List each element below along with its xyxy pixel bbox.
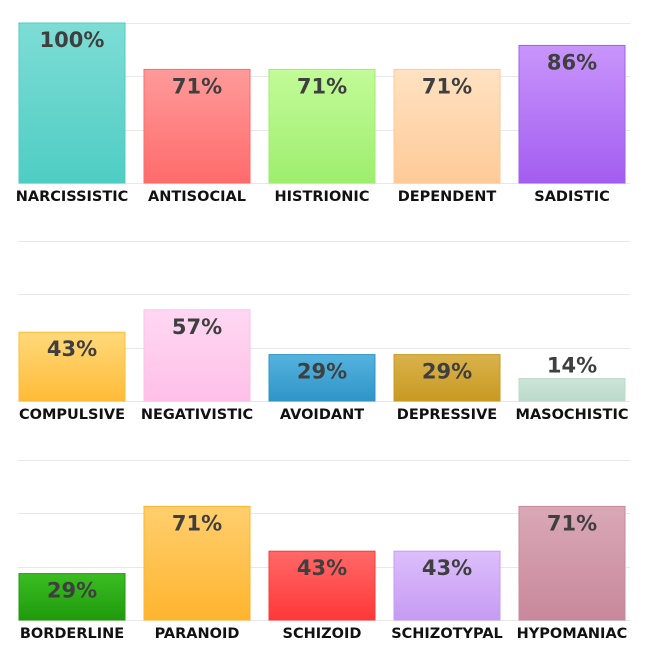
bar xyxy=(143,505,251,621)
bar xyxy=(518,378,626,402)
category-label: NARCISSISTIC xyxy=(16,189,129,205)
bar-panel: 100% NARCISSISTIC 71% ANTISOCIAL 71% HISTRION… xyxy=(16,22,630,205)
bar xyxy=(393,354,501,402)
bar xyxy=(518,44,626,184)
bar-value-label: 71% xyxy=(297,74,347,98)
bar xyxy=(393,550,501,621)
bar xyxy=(143,68,251,184)
bar xyxy=(18,331,126,402)
bar xyxy=(268,68,376,184)
category-label: BORDERLINE xyxy=(20,626,124,642)
bar-value-label: 71% xyxy=(422,74,472,98)
category-label: COMPULSIVE xyxy=(19,407,125,423)
bar-value-label: 57% xyxy=(172,315,222,339)
bar-value-label: 71% xyxy=(172,511,222,535)
category-label: HYPOMANIAC xyxy=(517,626,628,642)
bar xyxy=(18,22,126,184)
bar xyxy=(393,68,501,184)
category-label: MASOCHISTIC xyxy=(516,407,629,423)
category-label: NEGATIVISTIC xyxy=(141,407,253,423)
bar-panel: 43% COMPULSIVE 57% NEGATIVISTIC 29% AVOIDANT 2… xyxy=(18,241,630,423)
bar-value-label: 43% xyxy=(422,556,472,580)
bar-value-label: 43% xyxy=(297,556,347,580)
bar-value-label: 86% xyxy=(547,50,597,74)
category-label: SCHIZOID xyxy=(283,626,362,642)
category-label: SCHIZOTYPAL xyxy=(391,626,503,642)
bar-value-label: 71% xyxy=(172,74,222,98)
bar-value-label: 71% xyxy=(547,511,597,535)
bar-value-label: 29% xyxy=(422,360,472,384)
category-label: HISTRIONIC xyxy=(275,189,370,205)
bar-value-label: 43% xyxy=(47,337,97,361)
category-label: PARANOID xyxy=(155,626,240,642)
bar xyxy=(18,573,126,621)
bar-panel: 29% BORDERLINE 71% PARANOID 43% SCHIZOID 43% SC… xyxy=(18,460,630,642)
bar-value-label: 100% xyxy=(40,28,105,52)
bar-value-label: 29% xyxy=(297,360,347,384)
bar-value-label: 29% xyxy=(47,579,97,603)
bar xyxy=(143,309,251,402)
category-label: AVOIDANT xyxy=(280,407,364,423)
category-label: SADISTIC xyxy=(534,189,609,205)
category-label: DEPRESSIVE xyxy=(397,407,497,423)
category-label: ANTISOCIAL xyxy=(148,189,246,205)
bar xyxy=(518,505,626,621)
category-label: DEPENDENT xyxy=(398,189,497,205)
bar xyxy=(268,354,376,402)
bar xyxy=(268,550,376,621)
bar-value-label: 14% xyxy=(547,354,597,378)
